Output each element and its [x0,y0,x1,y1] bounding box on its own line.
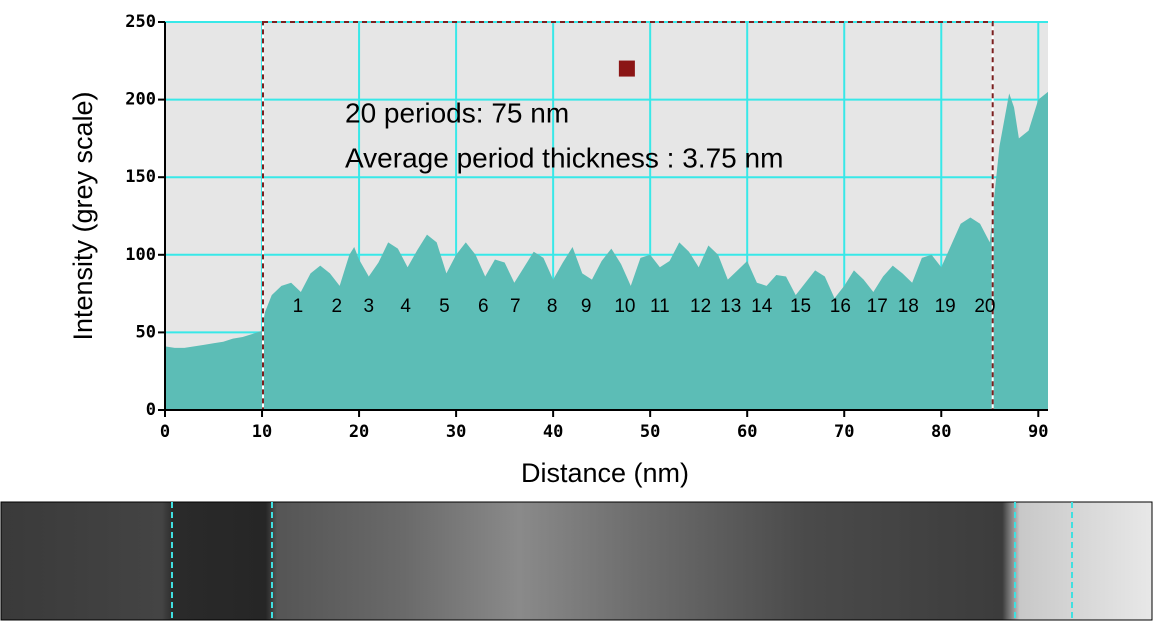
period-label: 16 [830,296,851,317]
x-tick-label: 60 [737,422,757,442]
period-label: 18 [898,296,919,317]
y-tick-label: 50 [136,322,156,342]
x-tick-label: 70 [834,422,854,442]
period-label: 8 [547,296,558,317]
period-label: 10 [614,296,635,317]
x-tick-label: 90 [1028,422,1048,442]
period-label: 13 [720,296,741,317]
x-tick-label: 50 [640,422,660,442]
period-label: 14 [751,296,773,317]
marker [618,60,635,77]
x-tick-label: 40 [543,422,563,442]
tem-image-strip [0,501,1153,621]
x-tick-label: 30 [446,422,466,442]
period-label: 12 [690,296,711,317]
period-label: 6 [478,296,489,317]
y-tick-label: 200 [125,90,156,110]
period-label: 11 [650,296,670,317]
annotation: 20 periods: 75 nm [345,97,569,128]
period-label: 7 [510,296,521,317]
x-tick-label: 10 [252,422,272,442]
period-label: 19 [935,296,956,317]
highlight-region [262,21,994,411]
y-tick-label: 0 [146,400,156,420]
intensity-area [165,91,1048,410]
x-tick-label: 0 [160,422,170,442]
y-tick-label: 100 [125,245,156,265]
period-label: 3 [363,296,374,317]
period-label: 5 [439,296,450,317]
y-tick-label: 150 [125,167,156,187]
period-label: 9 [581,296,592,317]
period-label: 4 [400,296,411,317]
period-label: 1 [293,296,304,317]
period-label: 15 [790,296,811,317]
annotation: Average period thickness : 3.75 nm [345,142,783,173]
y-axis-label: Intensity (grey scale) [68,91,98,340]
period-label: 2 [331,296,342,317]
x-tick-label: 20 [349,422,369,442]
x-tick-label: 80 [931,422,951,442]
x-axis-label: Distance (nm) [521,458,689,488]
y-tick-label: 250 [125,12,156,32]
period-label: 17 [867,296,888,317]
period-label: 20 [974,296,995,317]
